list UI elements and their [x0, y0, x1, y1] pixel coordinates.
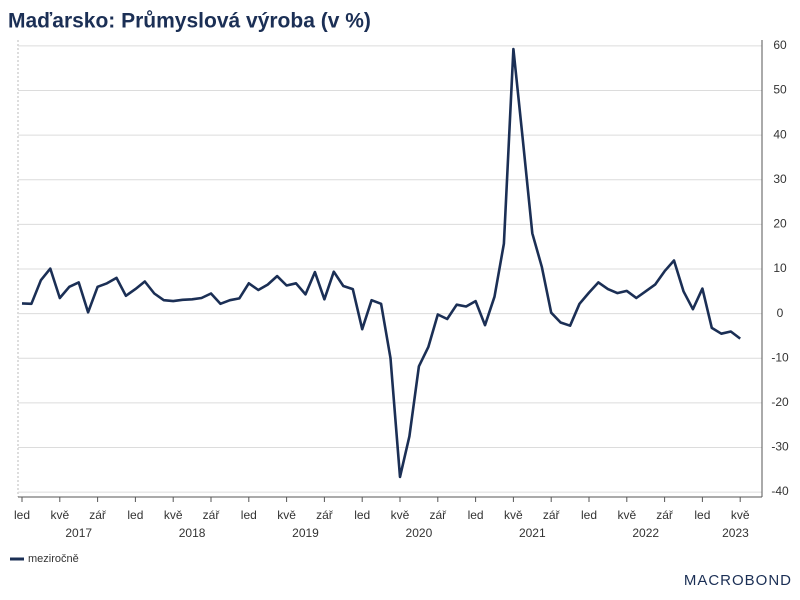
data-line	[21, 47, 741, 479]
x-year-label: 2023	[722, 526, 749, 540]
y-tick-label: -40	[771, 484, 789, 498]
x-tick-label: led	[14, 508, 30, 522]
x-tick-label: zář	[429, 508, 447, 522]
x-tick-label: kvě	[391, 508, 410, 522]
x-year-label: 2019	[292, 526, 319, 540]
y-tick-label: 20	[773, 217, 787, 231]
x-year-label: 2020	[406, 526, 433, 540]
logo: MACROBOND	[684, 572, 792, 589]
x-tick-label: kvě	[731, 508, 750, 522]
legend-label: meziročně	[28, 553, 79, 565]
chart-title: Maďarsko: Průmyslová výroba (v %)	[8, 10, 371, 33]
x-year-label: 2018	[179, 526, 206, 540]
y-tick-label: 0	[777, 306, 784, 320]
y-tick-label: -20	[771, 395, 789, 409]
x-tick-label: zář	[316, 508, 334, 522]
x-tick-label: kvě	[277, 508, 296, 522]
x-year-label: 2017	[65, 526, 92, 540]
x-tick-label: led	[468, 508, 484, 522]
y-tick-label: 10	[773, 261, 787, 275]
x-tick-label: zář	[543, 508, 561, 522]
y-tick-label: -10	[771, 350, 789, 364]
x-tick-label: led	[354, 508, 370, 522]
x-tick-label: kvě	[164, 508, 183, 522]
x-tick-label: kvě	[617, 508, 636, 522]
y-tick-label: 60	[773, 38, 787, 52]
x-tick-label: zář	[89, 508, 107, 522]
x-tick-label: kvě	[504, 508, 523, 522]
x-tick-label: kvě	[50, 508, 69, 522]
x-tick-label: led	[241, 508, 257, 522]
x-tick-label: zář	[656, 508, 674, 522]
x-tick-label: led	[694, 508, 710, 522]
x-year-label: 2021	[519, 526, 546, 540]
y-tick-label: -30	[771, 440, 789, 454]
y-tick-label: 50	[773, 83, 787, 97]
x-year-label: 2022	[632, 526, 659, 540]
x-tick-label: zář	[203, 508, 221, 522]
y-tick-label: 30	[773, 172, 787, 186]
x-tick-label: led	[581, 508, 597, 522]
y-tick-label: 40	[773, 127, 787, 141]
x-tick-label: led	[127, 508, 143, 522]
